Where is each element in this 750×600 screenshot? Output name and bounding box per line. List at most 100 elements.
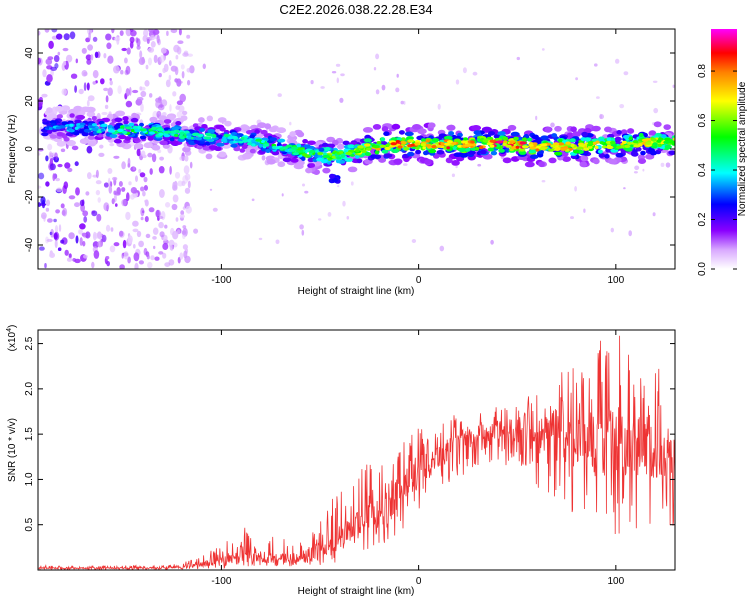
ridge-point [645, 153, 655, 160]
ridge-point [502, 142, 507, 146]
ridge-point [383, 131, 390, 136]
ridge-point [221, 139, 227, 143]
noise-speckle [110, 227, 114, 232]
x-tick-label: -100 [211, 576, 231, 587]
ridge-point [219, 127, 226, 132]
noise-speckle [144, 80, 150, 87]
noise-speckle [149, 34, 156, 41]
noise-speckle [81, 70, 88, 77]
spectrogram-x-label: Height of straight line (km) [298, 286, 415, 297]
faint-speckle [202, 63, 206, 70]
ridge-point [100, 123, 108, 127]
ridge-point [118, 134, 127, 140]
ridge-point [395, 140, 401, 144]
noise-speckle [121, 187, 126, 192]
noise-speckle [95, 180, 102, 185]
ridge-point [381, 149, 389, 154]
ridge-point [471, 143, 477, 147]
ridge-point [344, 157, 353, 162]
ridge-point [290, 158, 299, 163]
faint-speckle [340, 73, 345, 77]
ridge-point [548, 148, 555, 152]
noise-speckle [146, 38, 150, 44]
ridge-point [531, 134, 539, 140]
ridge-point [186, 133, 193, 137]
ridge-point [498, 148, 505, 153]
noise-speckle [175, 105, 180, 110]
ridge-point [620, 129, 628, 136]
noise-speckle [66, 257, 73, 262]
ridge-point [139, 122, 144, 127]
ridge-point [224, 120, 232, 127]
noise-speckle [122, 239, 127, 249]
faint-speckle [652, 212, 656, 217]
ridge-point [424, 159, 432, 165]
noise-speckle [176, 111, 183, 118]
y-tick-label: 2.0 [24, 381, 35, 395]
noise-speckle [87, 172, 92, 180]
noise-speckle [112, 176, 118, 181]
ridge-point [296, 131, 305, 138]
ridge-point [260, 129, 268, 135]
ridge-point [265, 149, 271, 153]
noise-speckle [129, 41, 134, 49]
noise-speckle [91, 261, 95, 269]
noise-speckle [136, 45, 141, 50]
ridge-point [374, 150, 380, 155]
noise-speckle [162, 234, 168, 242]
ridge-point [451, 160, 460, 166]
ridge-point [357, 145, 364, 149]
ridge-point [627, 141, 632, 145]
ridge-point [423, 150, 429, 156]
ridge-point [290, 146, 299, 150]
ridge-point [425, 139, 430, 143]
noise-speckle [169, 165, 172, 175]
noise-speckle [160, 47, 167, 54]
noise-speckle [95, 189, 101, 196]
faint-speckle [336, 77, 339, 84]
faint-speckle [320, 86, 325, 89]
faint-speckle [439, 245, 445, 252]
ridge-point [42, 118, 48, 123]
noise-speckle [109, 143, 115, 147]
faint-speckle [633, 171, 638, 174]
ridge-point [340, 154, 345, 158]
noise-speckle [57, 51, 61, 56]
snr-panel: -100 0 100 0.5 1.0 1.5 2.0 2.5 Height of strai… [6, 325, 676, 597]
noise-speckle [91, 210, 98, 217]
noise-speckle [168, 74, 172, 81]
ridge-point [115, 110, 126, 117]
noise-speckle [136, 230, 142, 238]
y-tick-label: -20 [24, 189, 35, 204]
noise-speckle [39, 203, 47, 206]
ridge-point [163, 134, 171, 138]
noise-speckle [106, 261, 110, 267]
noise-speckle [42, 69, 47, 78]
ridge-point [497, 131, 506, 136]
faint-speckle [375, 53, 380, 60]
noise-speckle [169, 244, 174, 251]
ridge-point [637, 158, 647, 165]
ridge-point [606, 137, 612, 142]
ridge-point [504, 148, 511, 153]
ridge-point [518, 150, 527, 155]
faint-speckle [574, 186, 577, 192]
noise-speckle [82, 240, 86, 247]
ridge-point [301, 153, 308, 157]
ridge-point [356, 158, 363, 164]
faint-speckle [251, 198, 255, 202]
ridge-point [107, 113, 114, 120]
ridge-point [473, 130, 481, 135]
ridge-point [87, 135, 95, 140]
ridge-point [362, 126, 374, 133]
snr-y-multiplier: (x104) [6, 325, 18, 352]
ridge-point [479, 149, 487, 155]
noise-speckle [153, 245, 156, 250]
snr-frame [37, 329, 676, 571]
ridge-point [446, 146, 451, 150]
faint-speckle [623, 187, 626, 190]
faint-speckle [302, 183, 305, 187]
noise-speckle [148, 29, 154, 33]
noise-speckle [145, 64, 149, 70]
noise-speckle [121, 161, 126, 170]
